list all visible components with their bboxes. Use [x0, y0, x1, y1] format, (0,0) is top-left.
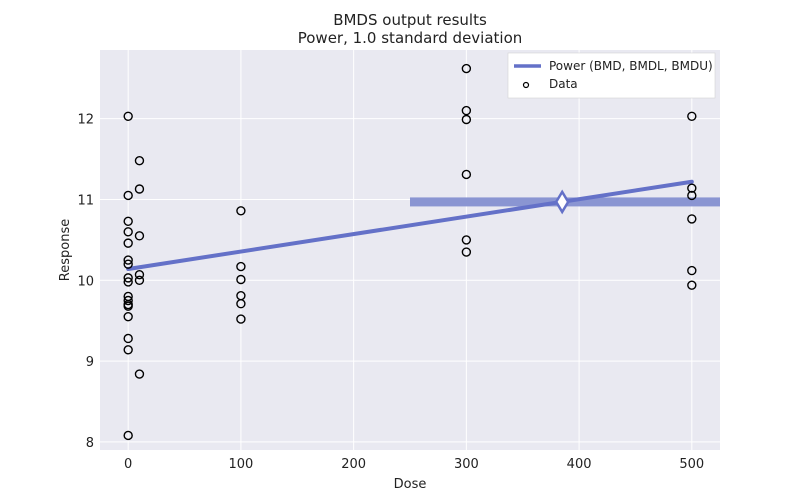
data-point [123, 311, 133, 322]
data-point [123, 255, 133, 265]
legend-label-data: Data [549, 77, 578, 91]
data-point [236, 274, 246, 285]
data-point [687, 265, 697, 276]
data-point [461, 169, 472, 180]
data-point [687, 280, 697, 290]
data-point [687, 183, 697, 193]
data-point [134, 269, 145, 280]
x-tick-label: 400 [567, 457, 592, 472]
data-point [123, 259, 133, 269]
y-axis-label: Response [58, 219, 73, 281]
legend-label-model: Power (BMD, BMDL, BMDU) [549, 59, 713, 73]
plot-content [123, 63, 720, 441]
data-point [461, 247, 472, 257]
y-tick-label: 9 [86, 355, 94, 370]
data-point [236, 314, 246, 324]
data-point [123, 277, 133, 287]
chart-subtitle: Power, 1.0 standard deviation [298, 29, 523, 47]
bmd-marker [554, 189, 570, 215]
data-point [123, 273, 133, 283]
data-point [236, 299, 246, 309]
data-point [134, 275, 145, 286]
x-tick-label: 100 [228, 457, 253, 472]
x-tick-label: 300 [454, 457, 479, 472]
data-point [123, 295, 133, 306]
data-point [461, 105, 472, 116]
data-point [687, 190, 697, 201]
data-point [236, 261, 246, 272]
y-tick-label: 8 [86, 436, 94, 451]
data-point [123, 333, 133, 344]
x-tick-label: 500 [679, 457, 704, 472]
chart-title: BMDS output results [333, 11, 487, 29]
data-point [123, 238, 133, 248]
power-model-line [126, 179, 694, 271]
plot-area [100, 50, 720, 450]
x-tick-label: 200 [341, 457, 366, 472]
x-tick-labels: 0 100 200 300 400 500 [124, 457, 704, 472]
data-point [123, 345, 133, 355]
data-point [461, 63, 472, 74]
data-point [687, 111, 697, 121]
legend-marker-swatch [522, 81, 530, 89]
y-tick-label: 12 [77, 113, 94, 128]
data-point [461, 235, 472, 245]
data-point [123, 216, 133, 227]
data-point [134, 184, 145, 194]
x-axis-label: Dose [394, 477, 427, 492]
data-point [123, 111, 133, 121]
data-point [134, 369, 145, 379]
data-point [687, 214, 697, 224]
data-point [123, 227, 133, 237]
data-point [123, 301, 133, 311]
y-tick-label: 11 [77, 193, 94, 208]
data-point [134, 231, 145, 241]
legend-box [507, 52, 716, 99]
data-point [123, 430, 133, 441]
y-tick-labels: 8 9 10 11 12 [77, 113, 94, 451]
y-tick-label: 10 [77, 274, 94, 289]
data-point [236, 206, 246, 216]
legend: Power (BMD, BMDL, BMDU) Data [507, 52, 716, 99]
data-point [461, 114, 472, 125]
x-tick-label: 0 [124, 457, 132, 472]
data-point [123, 190, 133, 201]
data-point [134, 156, 145, 166]
